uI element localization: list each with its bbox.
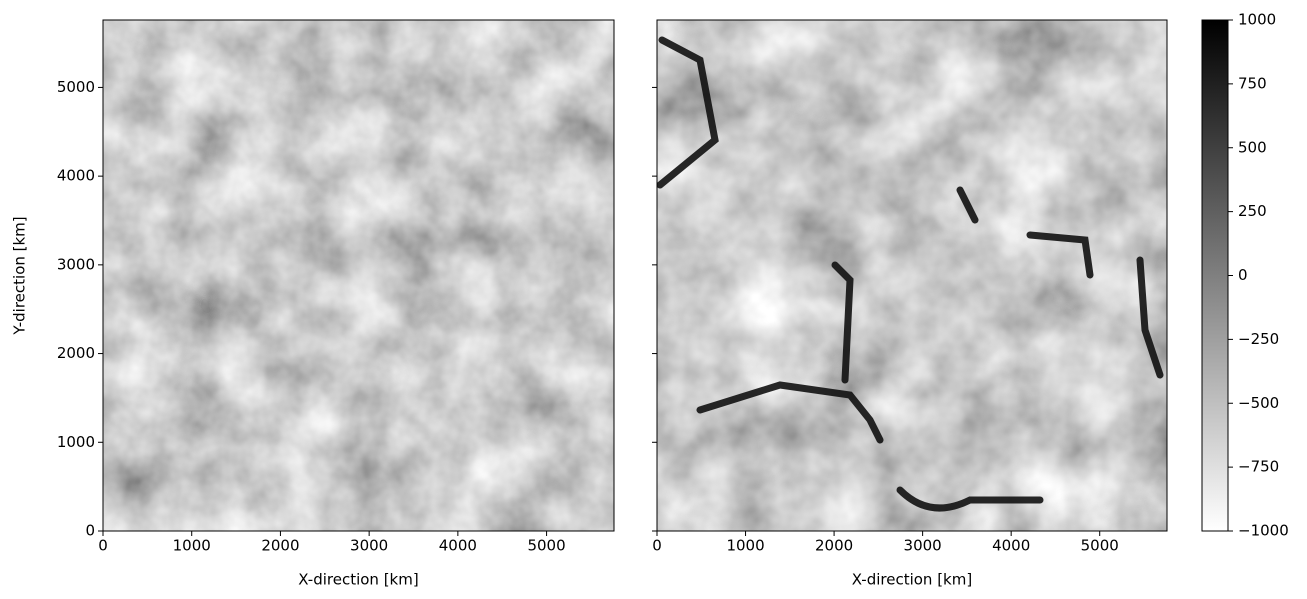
y-tick-label: 4000 [57,167,95,185]
x-tick-label: 0 [652,537,662,555]
x-tick-label: 2000 [261,537,299,555]
axes-frame [656,19,1168,532]
colorbar-tick-label: −500 [1238,394,1279,412]
field-image [103,20,614,531]
x-axis-label: X-direction [km] [298,571,418,589]
axes-frame [102,19,615,532]
x-tick-label: 1000 [173,537,211,555]
colorbar-tick-label: 1000 [1238,11,1276,29]
colorbar-tick-label: 750 [1238,74,1267,92]
y-axis-label: Y-direction [km] [11,216,29,335]
colorbar-tick-label: −250 [1238,330,1279,348]
x-axis-label: X-direction [km] [852,571,972,589]
y-tick-label: 0 [85,522,95,540]
y-tick-label: 1000 [57,433,95,451]
x-tick-label: 5000 [527,537,565,555]
y-tick-label: 2000 [57,344,95,362]
x-tick-label: 2000 [815,537,853,555]
colorbar-tick-label: 500 [1238,138,1267,156]
y-tick-label: 3000 [57,255,95,273]
field-image [657,20,1167,531]
x-tick-label: 4000 [992,537,1030,555]
colorbar-tick-label: −750 [1238,458,1279,476]
x-tick-label: 4000 [439,537,477,555]
x-tick-label: 5000 [1081,537,1119,555]
colorbar-tick-label: −1000 [1238,522,1289,540]
x-tick-label: 1000 [726,537,764,555]
colorbar-tick-label: 0 [1238,266,1248,284]
x-tick-label: 3000 [350,537,388,555]
colorbar-tick-label: 250 [1238,202,1267,220]
y-tick-label: 5000 [57,78,95,96]
x-tick-label: 0 [98,537,108,555]
dark-feature [656,36,1164,512]
x-tick-label: 3000 [904,537,942,555]
colorbar [1201,19,1229,532]
